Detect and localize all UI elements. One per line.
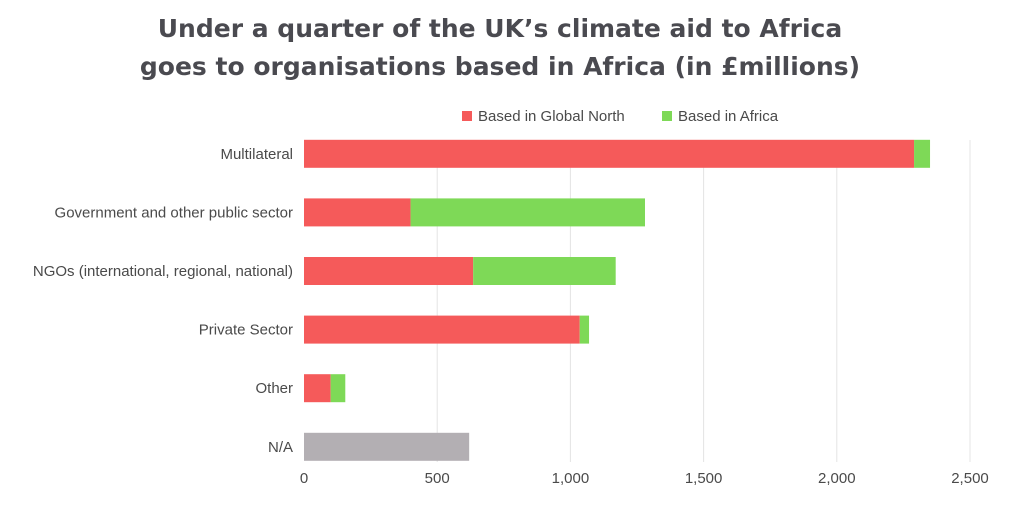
x-tick-label: 0 [300,470,308,487]
x-tick-label: 1,000 [552,470,590,487]
x-tick-label: 1,500 [685,470,723,487]
x-tick-label: 2,500 [951,470,989,487]
x-tick-label: 2,000 [818,470,856,487]
category-label: Other [255,380,293,397]
legend-label: Based in Global North [478,108,625,125]
category-label: Multilateral [220,146,293,163]
bar-segment [330,374,346,403]
bar-segment [410,198,645,227]
bar-segment [304,432,470,461]
chart-title-line-2: goes to organisations based in Africa (i… [139,52,861,81]
category-label: N/A [268,439,293,456]
bar-segment [304,198,411,227]
category-label: Private Sector [199,322,293,339]
chart-title-line-1: Under a quarter of the UK’s climate aid … [157,14,843,43]
bar-segment [473,257,616,285]
bar-segment [304,139,915,168]
bar-segment [304,374,331,403]
category-label: NGOs (international, regional, national) [33,263,293,280]
bar-segment [304,315,580,344]
bar-segment [579,315,590,344]
legend-swatch [662,111,672,121]
bar-segment [304,257,474,285]
bar-segment [914,139,931,168]
x-tick-label: 500 [425,470,450,487]
legend-label: Based in Africa [678,108,779,125]
legend-swatch [462,111,472,121]
category-label: Government and other public sector [55,204,293,221]
chart-title: Under a quarter of the UK’s climate aid … [0,10,1000,86]
